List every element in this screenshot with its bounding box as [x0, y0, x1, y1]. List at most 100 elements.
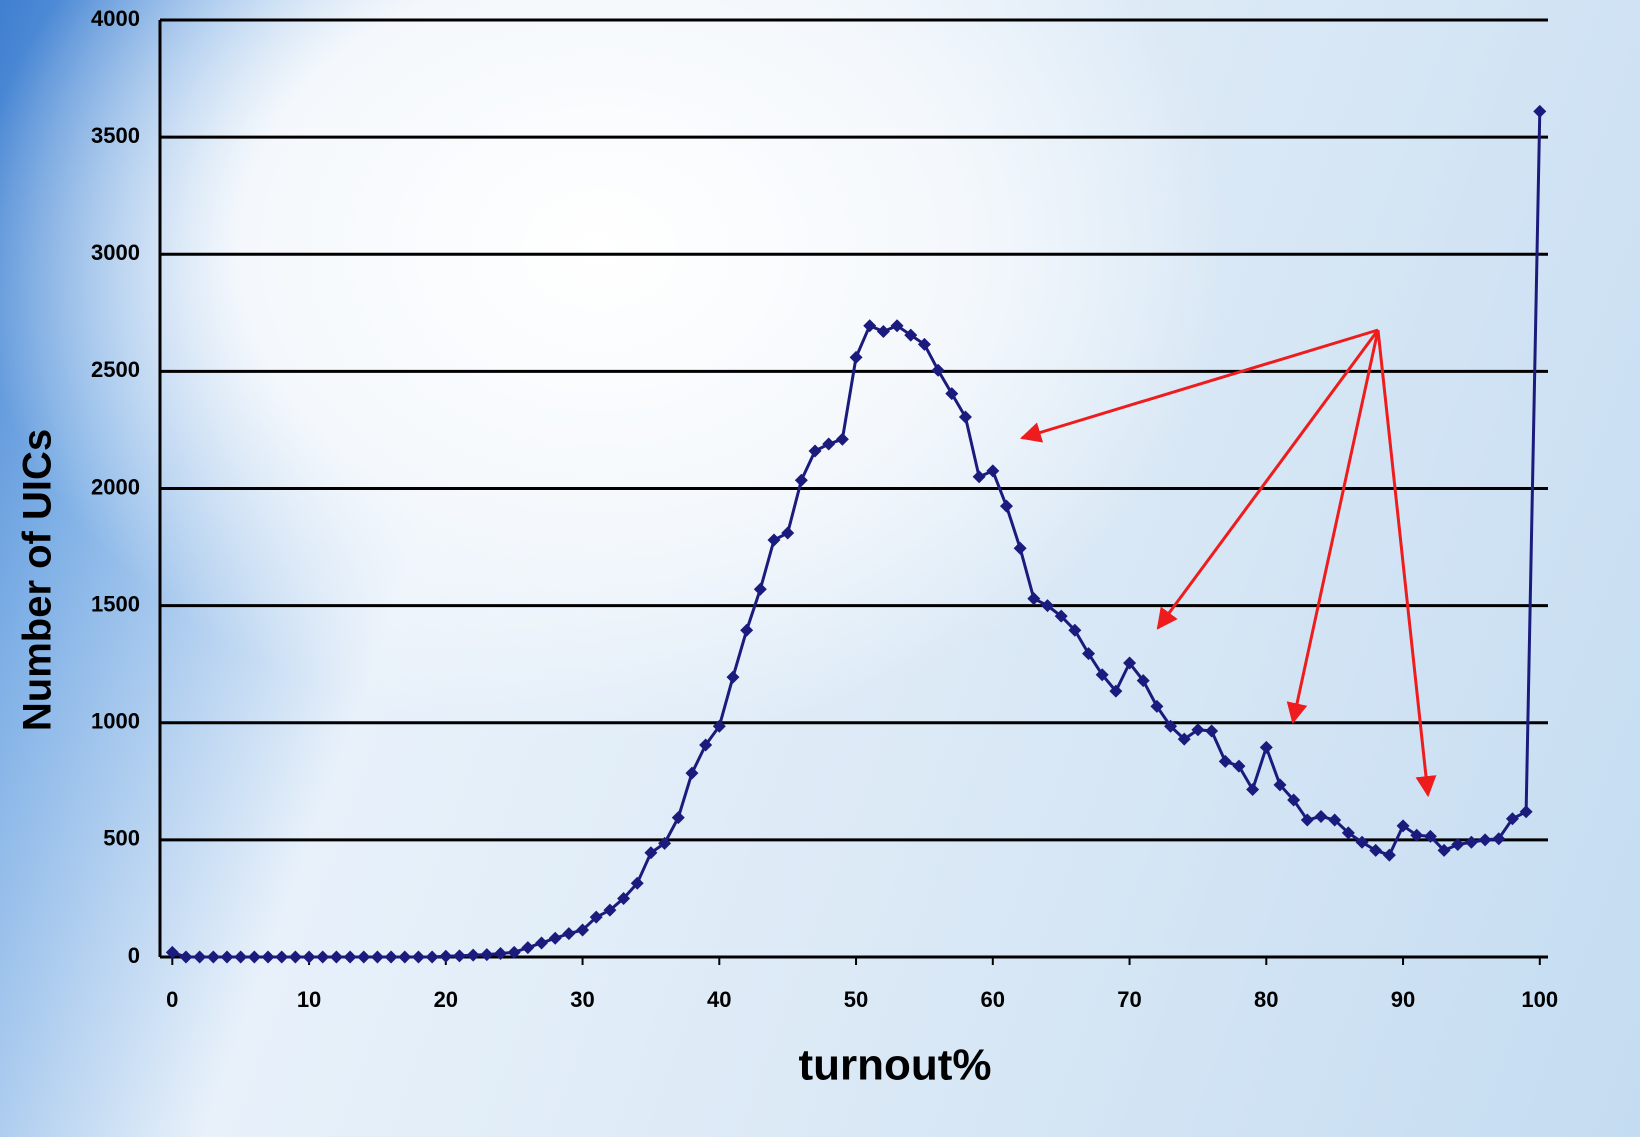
point-marker [576, 923, 590, 937]
point-marker [1492, 832, 1506, 846]
point-marker [1287, 793, 1301, 807]
point-marker [794, 473, 808, 487]
point-marker [685, 766, 699, 780]
point-marker [999, 499, 1013, 513]
arrows [1019, 328, 1437, 798]
point-marker [808, 444, 822, 458]
point-marker [876, 325, 890, 339]
point-marker [1451, 838, 1465, 852]
point-marker [1437, 843, 1451, 857]
y-tick-label: 4000 [91, 6, 140, 31]
point-marker [1369, 843, 1383, 857]
point-marker [589, 910, 603, 924]
x-tick-label: 70 [1117, 987, 1141, 1012]
x-tick-label: 0 [166, 987, 178, 1012]
point-marker [179, 950, 193, 964]
point-marker [1382, 848, 1396, 862]
point-marker [1232, 759, 1246, 773]
point-marker [425, 950, 439, 964]
x-tick-label: 60 [981, 987, 1005, 1012]
point-marker [890, 319, 904, 333]
point-marker [972, 470, 986, 484]
point-marker [1095, 668, 1109, 682]
arrow [1019, 328, 1379, 443]
point-marker [261, 950, 275, 964]
point-marker [1341, 826, 1355, 840]
point-marker [1464, 835, 1478, 849]
point-marker [931, 363, 945, 377]
point-marker [1410, 828, 1424, 842]
point-marker [1013, 541, 1027, 555]
x-tick-label: 30 [570, 987, 594, 1012]
point-marker [603, 903, 617, 917]
point-marker [1109, 684, 1123, 698]
point-marker [712, 719, 726, 733]
point-marker [863, 319, 877, 333]
point-marker [1246, 783, 1260, 797]
point-marker [288, 950, 302, 964]
point-marker [1505, 812, 1519, 826]
point-marker [1478, 833, 1492, 847]
point-marker [1136, 674, 1150, 688]
point-marker [507, 945, 521, 959]
y-tick-label: 500 [103, 826, 140, 851]
point-marker [958, 410, 972, 424]
point-marker [1328, 813, 1342, 827]
point-marker [1040, 599, 1054, 613]
point-marker [370, 950, 384, 964]
point-marker [835, 432, 849, 446]
marks [165, 104, 1547, 964]
point-marker [945, 387, 959, 401]
point-marker [986, 464, 1000, 478]
x-tick-label: 100 [1521, 987, 1558, 1012]
point-marker [658, 836, 672, 850]
point-marker [1054, 609, 1068, 623]
x-tick-label: 40 [707, 987, 731, 1012]
point-marker [1123, 656, 1137, 670]
point-marker [1218, 754, 1232, 768]
point-marker [1300, 813, 1314, 827]
point-marker [357, 950, 371, 964]
point-marker [165, 945, 179, 959]
point-marker [452, 949, 466, 963]
point-marker [1164, 719, 1178, 733]
point-marker [1396, 819, 1410, 833]
point-marker [398, 950, 412, 964]
point-marker [1355, 835, 1369, 849]
point-marker [753, 582, 767, 596]
y-tick-label: 1000 [91, 709, 140, 734]
y-axis-label: Number of UICs [16, 429, 60, 731]
point-marker [1423, 829, 1437, 843]
point-marker [247, 950, 261, 964]
point-marker [1027, 592, 1041, 606]
x-tick-label: 20 [434, 987, 458, 1012]
point-marker [548, 931, 562, 945]
point-marker [466, 948, 480, 962]
point-marker [740, 623, 754, 637]
point-marker [1082, 647, 1096, 661]
point-marker [1314, 809, 1328, 823]
point-marker [630, 876, 644, 890]
point-marker [206, 950, 220, 964]
point-marker [1259, 740, 1273, 754]
y-tick-label: 1500 [91, 591, 140, 616]
point-marker [275, 950, 289, 964]
point-marker [562, 927, 576, 941]
y-tick-label: 3500 [91, 123, 140, 148]
point-marker [1177, 732, 1191, 746]
point-marker [1519, 805, 1533, 819]
arrow [1156, 329, 1380, 630]
point-marker [343, 950, 357, 964]
point-marker [1068, 623, 1082, 637]
point-marker [439, 949, 453, 963]
y-tick-label: 0 [128, 943, 140, 968]
x-tick-label: 50 [844, 987, 868, 1012]
point-marker [220, 950, 234, 964]
point-marker [535, 936, 549, 950]
point-marker [849, 350, 863, 364]
y-tick-label: 2000 [91, 474, 140, 499]
point-marker [384, 950, 398, 964]
point-marker [316, 950, 330, 964]
point-marker [671, 811, 685, 825]
